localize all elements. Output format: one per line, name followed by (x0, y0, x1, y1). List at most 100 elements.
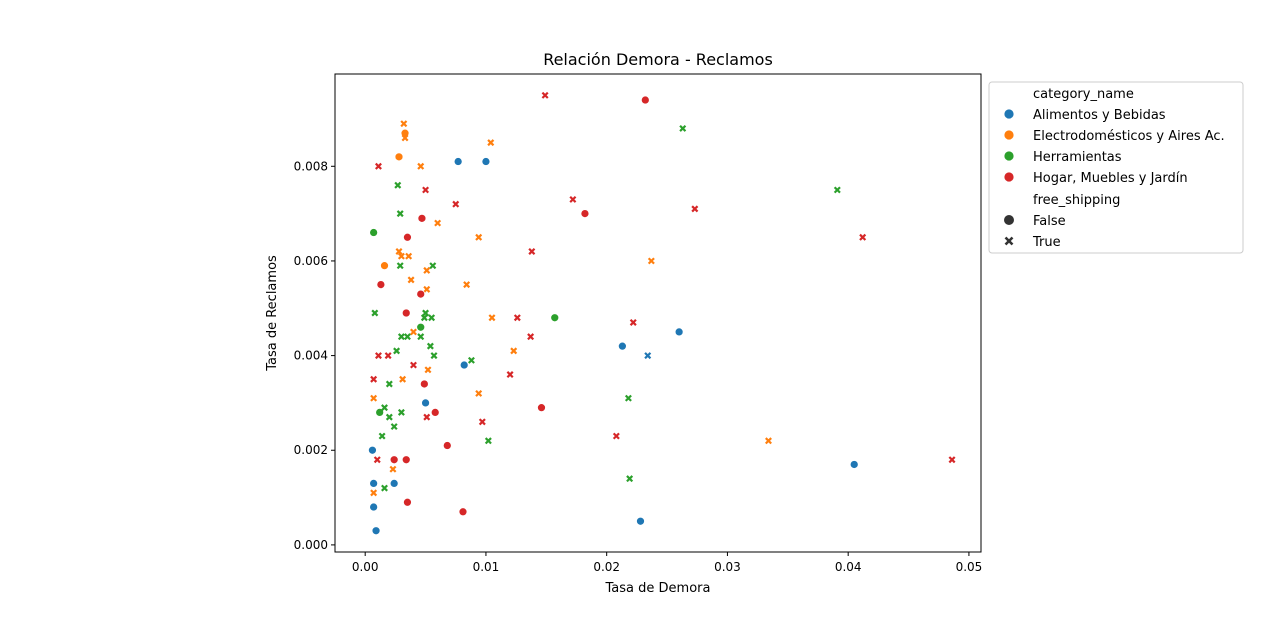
data-point (426, 342, 434, 350)
data-point (370, 394, 378, 402)
data-point (528, 247, 536, 255)
legend-style-entries: False True (1004, 214, 1066, 250)
data-point (373, 456, 381, 464)
data-point (396, 210, 404, 218)
data-point (859, 233, 867, 241)
data-point (484, 437, 492, 445)
data-point (423, 285, 431, 293)
data-point (378, 432, 386, 440)
data-point (396, 262, 404, 270)
legend-hue-entries: Alimentos y Bebidas Electrodomésticos y A… (1003, 108, 1225, 186)
data-point (369, 479, 379, 488)
data-point (368, 445, 377, 455)
data-point (527, 333, 535, 341)
data-point (674, 327, 684, 337)
data-point (647, 257, 655, 265)
legend-marker (1003, 129, 1015, 141)
data-point (948, 456, 956, 464)
data-point (401, 134, 409, 142)
data-point (569, 195, 577, 203)
data-point (403, 333, 411, 341)
data-point (417, 333, 425, 341)
data-point (624, 394, 632, 402)
y-tick-label: 0.008 (294, 159, 328, 173)
data-point (420, 314, 428, 322)
legend-label: Electrodomésticos y Aires Ac. (1033, 129, 1225, 144)
data-point (385, 380, 393, 388)
data-point (417, 162, 425, 170)
data-point (370, 489, 378, 497)
data-point (394, 152, 404, 162)
data-point (458, 507, 468, 517)
legend-x-marker (1004, 236, 1014, 246)
data-point (371, 526, 381, 536)
data-point (849, 460, 859, 469)
data-point (487, 139, 495, 147)
data-point (429, 262, 437, 270)
data-point (390, 423, 398, 431)
y-tick-label: 0.004 (294, 349, 328, 363)
data-point (618, 341, 627, 351)
x-axis-label: Tasa de Demora (605, 581, 711, 596)
data-point (626, 475, 634, 483)
data-point (422, 186, 430, 194)
data-point (640, 95, 650, 105)
data-point (467, 356, 475, 364)
legend-label: False (1033, 214, 1066, 229)
x-tick-label: 0.05 (956, 560, 983, 574)
data-point (423, 413, 431, 421)
data-point (452, 200, 460, 208)
data-point (381, 404, 388, 412)
data-point (380, 261, 389, 271)
data-point (371, 309, 379, 317)
data-point (636, 516, 645, 526)
data-point (423, 266, 431, 274)
legend-circle-marker (1004, 215, 1014, 225)
data-point (481, 157, 491, 166)
legend-frame (988, 81, 1244, 254)
data-point (510, 347, 518, 355)
data-point (389, 479, 399, 488)
data-point (422, 309, 430, 317)
data-point (416, 322, 426, 332)
data-point (381, 484, 388, 492)
legend-label: Alimentos y Bebidas (1033, 108, 1166, 123)
data-point (394, 181, 402, 189)
data-point (430, 352, 438, 360)
legend-marker (1003, 171, 1015, 183)
data-point (679, 124, 687, 132)
data-point (407, 276, 415, 284)
data-point (691, 205, 699, 213)
data-point (389, 465, 397, 473)
data-point (434, 219, 442, 227)
legend-marker (1003, 108, 1015, 120)
data-point (384, 352, 392, 360)
plot-area-frame (334, 73, 982, 553)
data-point (629, 318, 637, 326)
legend-marker (1003, 150, 1015, 162)
data-point (403, 232, 412, 242)
y-tick-label: 0.006 (294, 254, 328, 268)
data-point (397, 333, 405, 341)
data-point (430, 408, 440, 417)
data-point (419, 379, 429, 389)
x-tick-label: 0.03 (714, 560, 741, 574)
data-point (370, 375, 378, 383)
data-point (385, 413, 393, 421)
x-tick-label: 0.02 (593, 560, 620, 574)
data-point (453, 157, 463, 166)
data-point (428, 314, 436, 322)
data-point (459, 360, 469, 370)
data-point (397, 252, 405, 260)
data-point (401, 308, 411, 318)
data-point (765, 437, 772, 445)
data-point (513, 314, 521, 322)
legend: category_name Alimentos y Bebidas Electro… (988, 81, 1244, 254)
data-point (374, 162, 382, 170)
data-point (421, 398, 430, 408)
legend-label: Hogar, Muebles y Jardín (1033, 171, 1188, 186)
legend-label: Herramientas (1033, 150, 1122, 165)
x-tick-label: 0.04 (835, 560, 862, 574)
data-point (463, 281, 471, 289)
